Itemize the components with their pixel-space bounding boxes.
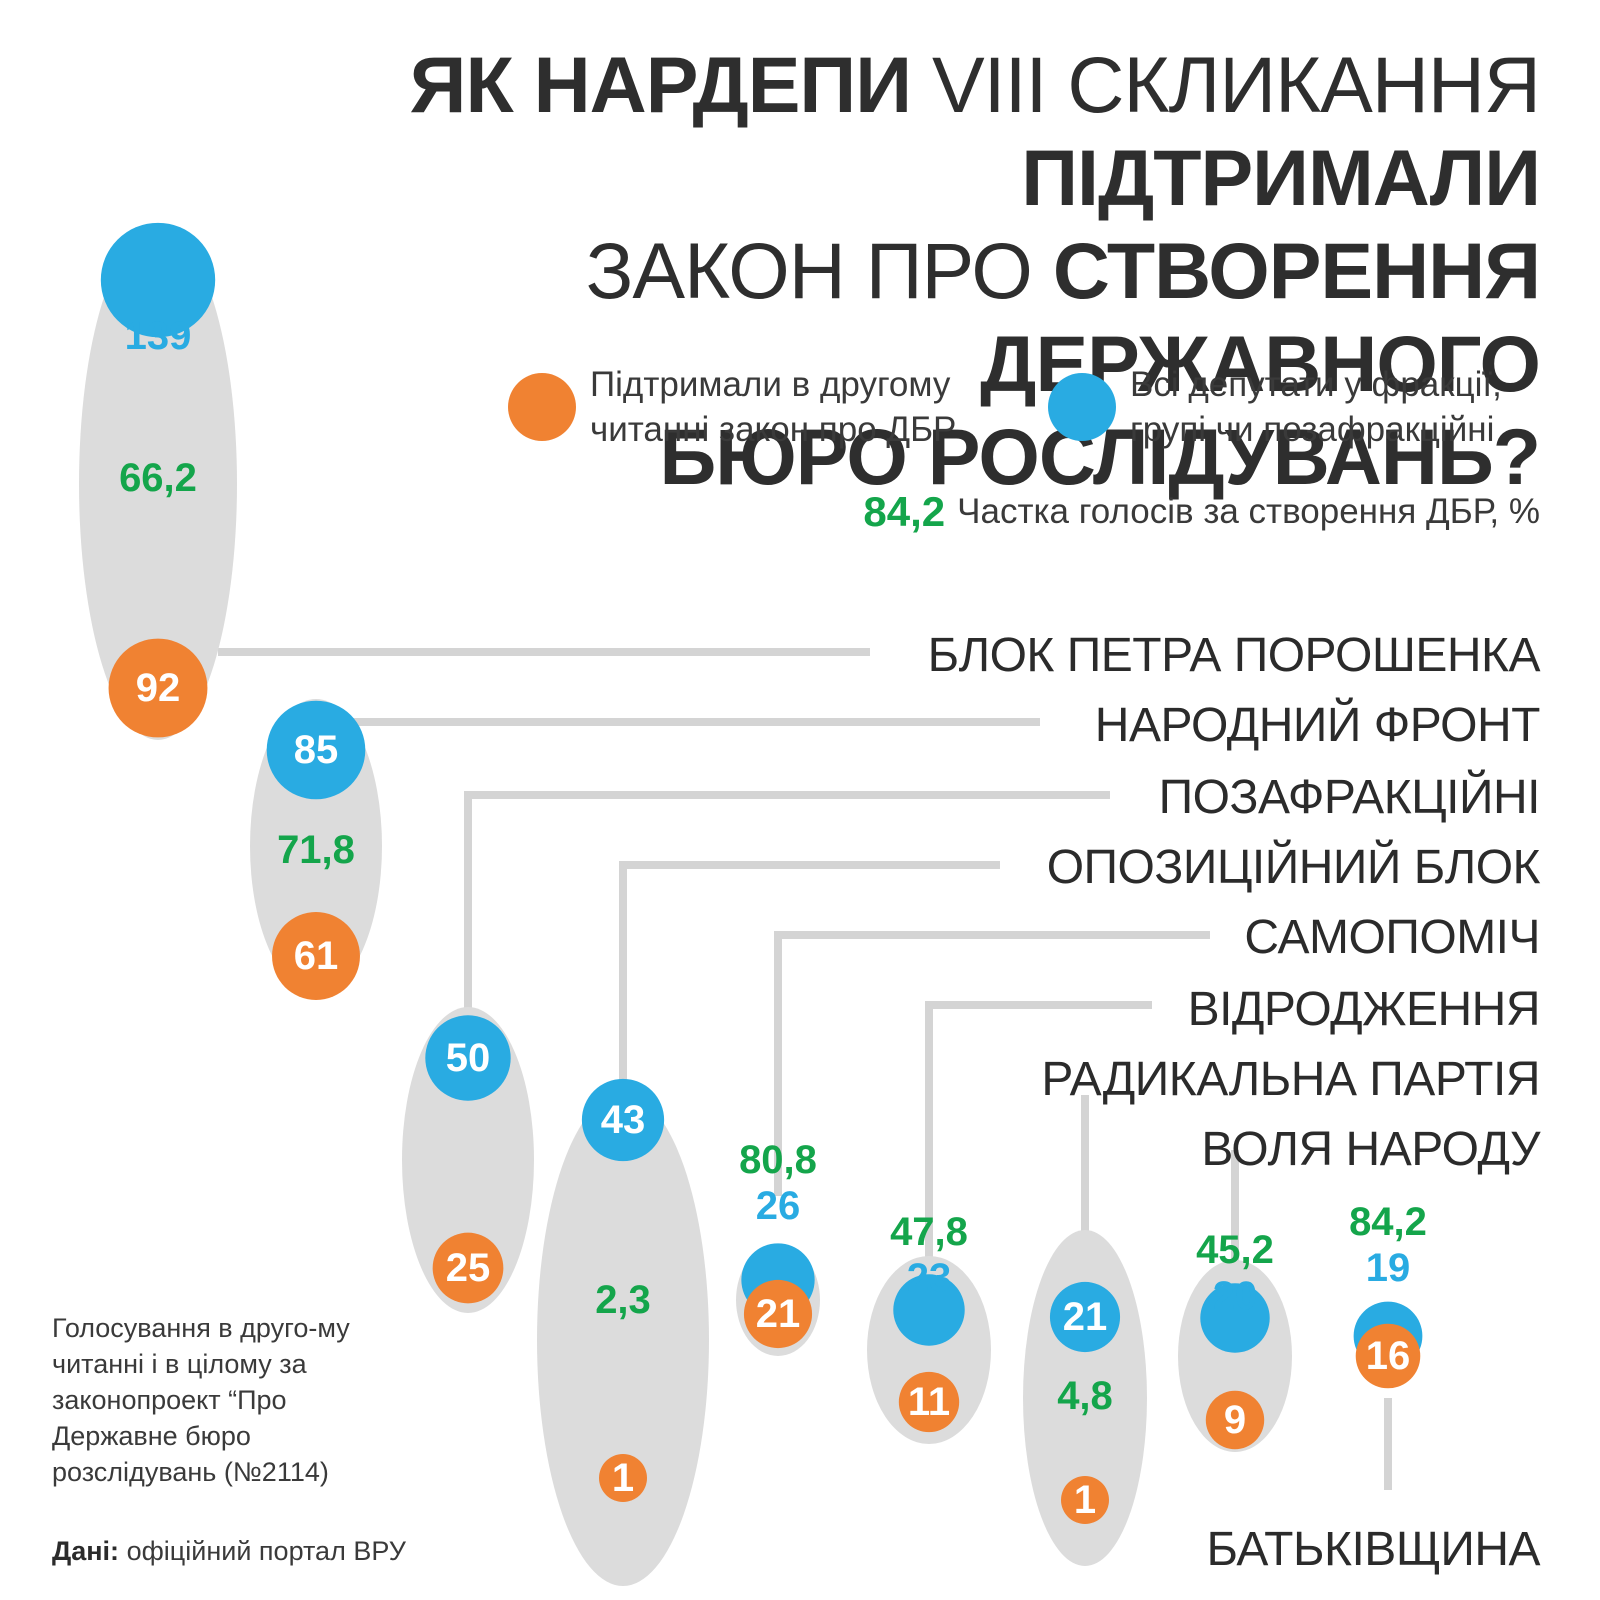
supported-label: 1 xyxy=(612,1456,634,1500)
chart-title: ЯК НАРДЕПИ VIII СКЛИКАННЯ ПІДТРИМАЛИ ЗАК… xyxy=(60,38,1541,503)
share-label: 80,8 xyxy=(739,1138,817,1182)
all-deputies-bubble xyxy=(425,1015,511,1101)
party-name-label: БАТЬКІВЩИНА xyxy=(1206,1523,1540,1576)
supported-bubble xyxy=(108,638,208,738)
connector-line xyxy=(464,791,1110,1008)
supported-bubble xyxy=(898,1371,960,1433)
connector-line xyxy=(774,931,1210,1196)
party-name-label: ОПОЗИЦІЙНИЙ БЛОК xyxy=(1046,841,1541,894)
title-line-2: ЗАКОН ПРО СТВОРЕННЯ ДЕРЖАВНОГО xyxy=(585,226,1541,408)
share-label: 45,2 xyxy=(1196,1228,1274,1272)
all-deputies-bubble xyxy=(100,222,216,338)
supported-bubble xyxy=(272,912,360,1000)
connector-line xyxy=(925,1001,1152,1270)
legend-supported: Підтримали в другому читанні закон про Д… xyxy=(508,362,956,452)
supported-label: 9 xyxy=(1224,1398,1246,1442)
supported-label: 16 xyxy=(1366,1334,1411,1378)
supported-label: 25 xyxy=(446,1246,491,1290)
legend-share-label: Частка голосів за створення ДБР, % xyxy=(957,492,1540,531)
legend-share-example: 84,2 xyxy=(863,488,946,535)
title-line-1: ЯК НАРДЕПИ VIII СКЛИКАННЯ ПІДТРИМАЛИ xyxy=(409,40,1541,222)
legend-supported-label: Підтримали в другому читанні закон про Д… xyxy=(590,365,957,449)
legend-all-swatch xyxy=(1048,373,1116,441)
party-name-label: ВІДРОДЖЕННЯ xyxy=(1187,983,1541,1036)
source-line: Дані: офіційний портал ВРУ xyxy=(52,1536,406,1566)
share-label: 47,8 xyxy=(890,1210,968,1254)
supported-bubble xyxy=(1355,1323,1421,1389)
supported-label: 61 xyxy=(294,934,339,978)
all-deputies-label: 50 xyxy=(446,1036,491,1080)
legend-share: 84,2 Частка голосів за створення ДБР, % xyxy=(863,488,1540,536)
party-name-label: РАДИКАЛЬНА ПАРТІЯ xyxy=(1041,1053,1540,1106)
supported-bubble xyxy=(743,1279,813,1349)
party-name-label: ПОЗАФРАКЦІЙНІ xyxy=(1158,771,1541,824)
all-deputies-label: 19 xyxy=(1366,1246,1411,1290)
party-name-label: БЛОК ПЕТРА ПОРОШЕНКА xyxy=(927,629,1541,682)
supported-bubble xyxy=(1205,1390,1265,1450)
all-deputies-label: 26 xyxy=(756,1184,801,1228)
party-ellipse xyxy=(79,228,237,740)
legend-all: Всі депутати у фракції, групі чи позафра… xyxy=(1048,362,1502,452)
share-label: 84,2 xyxy=(1349,1200,1427,1244)
supported-label: 1 xyxy=(1074,1478,1096,1522)
all-deputies-bubble xyxy=(1049,1281,1121,1353)
share-label: 66,2 xyxy=(119,456,197,500)
share-label: 2,3 xyxy=(595,1278,651,1322)
supported-label: 21 xyxy=(756,1292,801,1336)
share-label: 4,8 xyxy=(1057,1374,1113,1418)
all-deputies-label: 139 xyxy=(125,314,192,358)
party-ellipse xyxy=(537,1094,709,1586)
all-deputies-label: 20 xyxy=(1213,1274,1258,1318)
legend-all-label: Всі депутати у фракції, групі чи позафра… xyxy=(1130,365,1502,449)
all-deputies-label: 23 xyxy=(907,1256,952,1300)
share-label: 71,8 xyxy=(277,828,355,872)
supported-label: 11 xyxy=(908,1380,950,1424)
party-name-label: ВОЛЯ НАРОДУ xyxy=(1201,1123,1540,1176)
connector-line xyxy=(619,861,1000,1086)
all-deputies-bubble xyxy=(266,700,366,800)
supported-bubble xyxy=(599,1454,647,1502)
supported-label: 92 xyxy=(136,666,181,710)
footnote: Голосування в друго-му читанні і в цілом… xyxy=(52,1313,350,1487)
all-deputies-label: 43 xyxy=(601,1098,646,1142)
all-deputies-bubble xyxy=(893,1274,965,1346)
all-deputies-label: 21 xyxy=(1063,1295,1108,1339)
legend-supported-swatch xyxy=(508,373,576,441)
all-deputies-bubble xyxy=(1200,1283,1270,1353)
supported-bubble xyxy=(432,1232,504,1304)
supported-bubble xyxy=(1061,1476,1109,1524)
party-name-label: САМОПОМІЧ xyxy=(1244,911,1540,964)
all-deputies-bubble xyxy=(581,1078,665,1162)
all-deputies-label: 85 xyxy=(294,728,339,772)
party-name-label: НАРОДНИЙ ФРОНТ xyxy=(1094,699,1541,752)
